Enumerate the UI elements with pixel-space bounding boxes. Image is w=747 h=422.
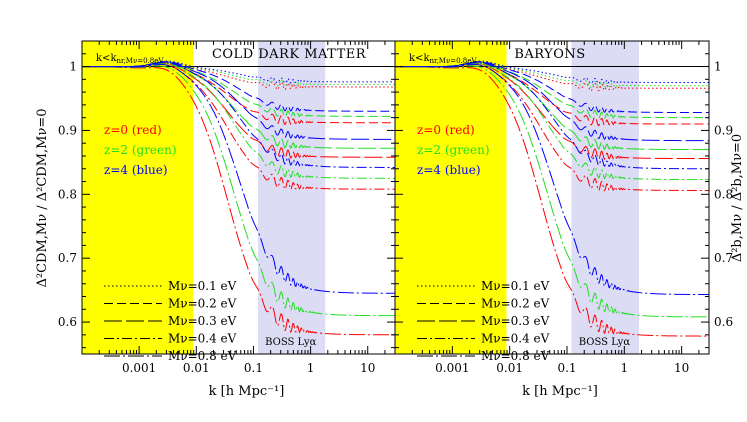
x-tick-label: 1 [620, 361, 628, 375]
x-tick-label: 0.01 [183, 361, 210, 375]
x-tick-label: 10 [674, 361, 689, 375]
mass-legend-label: Mν=0.3 eV [481, 314, 550, 328]
panel-baryons: 0.001 0.01 0.1 1 10 0.6 0.7 0.8 0.9 1 k [h Mpc⁻¹] B… [394, 40, 733, 399]
mass-legend-label: Mν=0.8 eV [481, 349, 550, 363]
boss-band-label: BOSS Lyα [265, 337, 317, 348]
panel-title: BARYONS [514, 47, 585, 62]
mass-legend-label: Mν=0.4 eV [168, 332, 237, 346]
y-tick-label-right: 1 [714, 60, 722, 74]
y-tick-label-right: 0.6 [714, 315, 733, 329]
series-group [82, 60, 395, 336]
mass-legend-label: Mν=0.8 eV [168, 349, 237, 363]
series-mnu0.8-z0 [82, 66, 395, 336]
x-axis-label: k [h Mpc⁻¹] [209, 384, 285, 399]
nonrelativistic-band [395, 41, 507, 354]
mass-legend-label: Mν=0.1 eV [481, 279, 550, 293]
y-tick-label-left: 0.6 [58, 315, 77, 329]
series-group [395, 60, 709, 337]
y-tick-label-right: 0.8 [714, 187, 733, 201]
series-mnu0.4-z2 [395, 62, 709, 181]
x-tick-label: 0.1 [244, 361, 263, 375]
series-mnu0.4-z0 [82, 64, 395, 191]
y-tick-label-left: 0.8 [58, 187, 77, 201]
panel-title: COLD DARK MATTER [212, 47, 367, 62]
series-mnu0.4-z2 [82, 62, 395, 179]
series-mnu0.4-z4 [395, 62, 709, 170]
series-mnu0.8-z4 [395, 64, 709, 296]
redshift-legend-entry: z=2 (green) [417, 143, 490, 157]
panel-cdm: 0.001 0.01 0.1 1 10 0.6 0.7 0.8 0.9 1 k [h Mpc⁻¹] C… [58, 40, 396, 399]
redshift-legend-entry: z=2 (green) [104, 143, 177, 157]
boss-lya-band [571, 41, 639, 354]
redshift-legend-entry: z=4 (blue) [104, 163, 168, 177]
x-tick-label: 0.001 [435, 361, 469, 375]
nonrelativistic-band [82, 41, 194, 354]
series-mnu0.8-z0 [395, 66, 709, 337]
boss-lya-band [257, 41, 326, 354]
mass-legend-label: Mν=0.4 eV [481, 332, 550, 346]
mass-legend-label: Mν=0.1 eV [168, 279, 237, 293]
series-mnu0.4-z0 [395, 64, 709, 192]
y-axis-label-left: Δ²CDM,Mν / Δ²CDM,Mν=0 [35, 108, 50, 287]
x-tick-label: 0.01 [496, 361, 523, 375]
redshift-legend-entry: z=0 (red) [417, 123, 475, 137]
y-tick-label-left: 0.9 [58, 123, 77, 137]
mass-legend-label: Mν=0.2 eV [481, 297, 550, 311]
x-axis-label: k [h Mpc⁻¹] [522, 384, 598, 399]
series-mnu0.4-z4 [82, 62, 395, 168]
mass-legend-label: Mν=0.3 eV [168, 314, 237, 328]
series-mnu0.8-z4 [82, 64, 395, 294]
nonrel-band-label-sub: nr,Mν=0.8eV [117, 57, 165, 65]
x-tick-label: 10 [360, 361, 375, 375]
plot-frame [394, 40, 710, 355]
mass-legend-label: Mν=0.2 eV [168, 297, 237, 311]
x-tick-label: 1 [307, 361, 315, 375]
y-tick-label-left: 1 [69, 60, 77, 74]
x-tick-label: 0.001 [122, 361, 156, 375]
nonrel-band-label-sub: nr,Mν=0.8eV [430, 57, 478, 65]
redshift-legend-entry: z=4 (blue) [417, 163, 481, 177]
boss-band-label: BOSS Lyα [579, 337, 631, 348]
y-tick-label-right: 0.7 [714, 251, 733, 265]
y-tick-label-left: 0.7 [58, 251, 77, 265]
y-tick-label-right: 0.9 [714, 123, 733, 137]
x-tick-label: 0.1 [557, 361, 576, 375]
redshift-legend-entry: z=0 (red) [104, 123, 162, 137]
y-axis-label-right: Δ²b,Mν / Δ²b,Mν=0 [730, 134, 745, 262]
